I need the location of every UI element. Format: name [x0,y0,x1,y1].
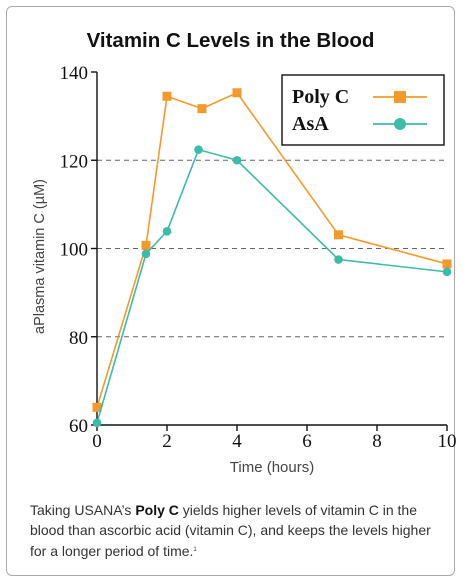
legend-box [281,74,445,146]
chart-title: Vitamin C Levels in the Blood [86,29,375,52]
data-point-asa-0 [92,418,102,428]
data-point-asa-3 [194,145,203,154]
data-point-poly-c-5 [334,230,343,240]
chart-caption: Taking USANA’s Poly C yields higher leve… [30,500,450,561]
y-tick-label-120: 120 [60,151,89,172]
data-point-poly-c-0 [92,402,102,412]
data-point-poly-c-3 [197,104,207,114]
data-point-asa-2 [162,226,172,236]
x-axis-title: Time (hours) [230,459,314,476]
data-point-asa-6 [442,267,452,277]
x-tick-label-2: 2 [162,431,172,452]
y-tick-label-140: 140 [60,63,89,84]
y-tick-label-60: 60 [69,416,88,437]
data-point-asa-1 [141,249,151,259]
caption-product-name: Poly C [135,502,179,518]
caption-text-start: Taking USANA’s [30,502,136,518]
data-point-poly-c-6 [442,259,452,269]
legend-label-asa: AsA [292,113,329,135]
x-tick-label-0: 0 [92,431,102,452]
y-axis-title: aPlasma vitamin C (µM) [32,179,48,334]
x-tick-label-8: 8 [372,431,382,452]
legend-marker-poly-c [394,91,406,103]
y-tick-label-100: 100 [60,240,89,261]
x-tick-label-10: 10 [438,431,457,452]
data-point-poly-c-4 [232,88,242,98]
data-point-poly-c-2 [162,91,172,101]
data-point-asa-4 [232,155,242,165]
legend-label-poly-c: Poly C [292,86,349,108]
legend-marker-asa [394,118,406,130]
series-line-asa [96,148,448,424]
caption-text-end: yields higher levels of vitamin C in the… [30,502,431,559]
data-point-poly-c-1 [141,240,151,250]
data-point-asa-5 [334,255,343,264]
x-tick-label-6: 6 [302,431,312,452]
x-tick-label-4: 4 [232,431,242,452]
caption-footnote: 1 [193,547,197,553]
y-tick-label-80: 80 [69,328,88,349]
